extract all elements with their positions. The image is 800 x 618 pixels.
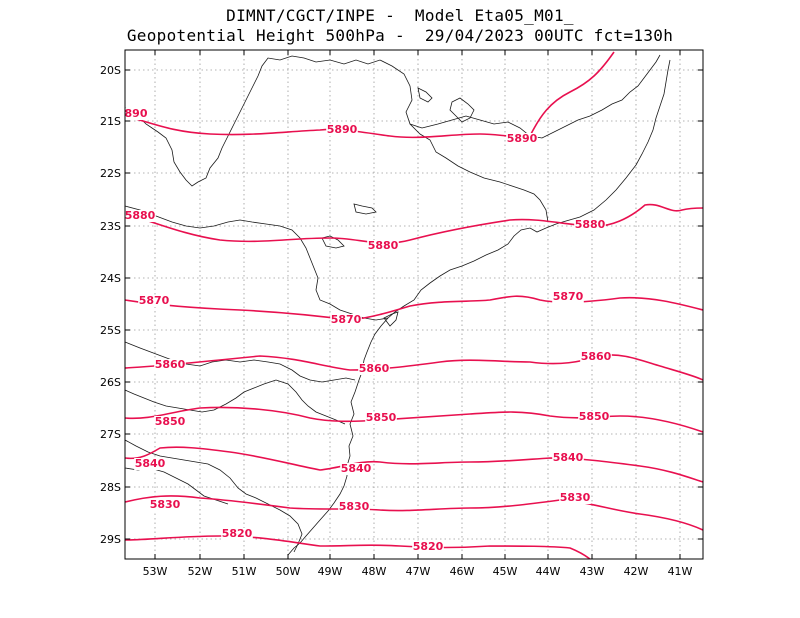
contour-lines [125,51,703,559]
contour-label-5890: 5890 [327,123,358,136]
lon-tick-label: 50W [276,565,301,578]
contour-label-5830: 5830 [150,498,181,511]
contour-label-5880: 5880 [575,218,606,231]
chart-title: DIMNT/CGCT/INPE - Model Eta05_M01_ [226,6,574,25]
lat-tick-label: 21S [100,115,121,128]
contour-label-bg [326,124,358,136]
contour-label-5840: 5840 [553,451,584,464]
contour-5860 [125,354,703,381]
contour-label-bg [367,240,399,252]
border-uruguay [125,439,303,553]
lon-tick-label: 45W [493,565,518,578]
contour-label-bg [574,219,606,231]
lon-tick-label: 48W [362,565,387,578]
lat-tick-label: 20S [100,64,121,77]
contour-5820 [125,535,591,559]
contour-label-5840: 5840 [341,462,372,475]
contour-label-5890: 890 [125,107,148,120]
contour-label-5890: 5890 [507,132,538,145]
lon-tick-label: 44W [536,565,561,578]
chart-subtitle: Geopotential Height 500hPa - 29/04/2023 … [126,26,674,45]
contour-5880 [125,203,703,244]
contour-label-bg [154,359,186,371]
contour-label-5860: 5860 [581,350,612,363]
lat-tick-label: 22S [100,167,121,180]
contour-label-bg [154,416,186,428]
contour-label-bg [338,501,370,513]
state-border-pr [125,205,389,321]
lon-tick-label: 49W [318,565,343,578]
plot-frame [124,49,704,560]
contour-label-bg [580,351,612,363]
contour-label-bg [124,210,156,222]
lat-tick-label: 29S [100,533,121,546]
contour-label-5850: 5850 [366,411,397,424]
contour-label-bg [330,314,362,326]
axis-labels: 20S 21S 22S 23S 24S 25S 26S 27S 28S 29S 53W 52W 51W 5… [100,50,703,578]
lat-tick-label: 25S [100,324,121,337]
contour-label-group: 890 5890 5890 5880 5880 5880 5870 5870 5870 5860 5… [123,107,612,553]
contour-label-bg [221,528,253,540]
lon-tick-label: 43W [580,565,605,578]
lat-tick-label: 26S [100,376,121,389]
contour-label-5880: 5880 [125,209,156,222]
contour-label-5830: 5830 [560,491,591,504]
contour-label-5860: 5860 [155,358,186,371]
contour-label-5870: 5870 [139,294,170,307]
lon-tick-label: 52W [188,565,213,578]
contour-label-bg [365,412,397,424]
lake-dam [353,203,377,215]
contour-label-5820: 5820 [222,527,253,540]
contour-label-5870: 5870 [553,290,584,303]
lon-tick-label: 46W [450,565,475,578]
contour-label-5870: 5870 [331,313,362,326]
state-border-sp-mg [409,54,661,139]
contour-label-bg [552,291,584,303]
contour-label-5860: 5860 [359,362,390,375]
state-border-west [125,55,549,223]
lon-tick-label: 42W [624,565,649,578]
lat-tick-label: 23S [100,220,121,233]
state-border-rs [125,379,346,425]
contour-label-bg [123,108,149,120]
contour-label-5830: 5830 [339,500,370,513]
lat-tick-label: 27S [100,428,121,441]
contour-label-5850: 5850 [579,410,610,423]
lake-north [417,87,433,103]
contour-label-5840: 5840 [135,457,166,470]
contour-5850 [125,406,703,433]
lat-tick-label: 24S [100,272,121,285]
lon-tick-label: 51W [232,565,257,578]
contour-label-5820: 5820 [413,540,444,553]
island-santa-catarina [383,311,399,327]
lat-tick-label: 28S [100,481,121,494]
contour-label-bg [578,411,610,423]
contour-label-bg [412,541,444,553]
contour-5870 [125,295,703,321]
coastline-borders [125,54,671,556]
coastline [287,59,671,556]
contour-label-bg [552,452,584,464]
contour-label-bg [559,492,591,504]
contour-label-bg [358,363,390,375]
contour-label-bg [149,499,181,511]
contour-label-5880: 5880 [368,239,399,252]
contour-label-bg [138,295,170,307]
contour-label-5850: 5850 [155,415,186,428]
contour-5830 [125,495,703,531]
lake-guarapiranga [449,97,475,123]
lake-small [321,235,345,249]
lon-tick-label: 53W [143,565,168,578]
contour-label-bg [506,133,538,145]
contour-label-bg [340,463,372,475]
lon-tick-label: 47W [406,565,431,578]
contour-5890-east [529,51,615,137]
contour-5840 [125,446,703,483]
contour-label-bg [134,458,166,470]
lon-tick-label: 41W [668,565,693,578]
